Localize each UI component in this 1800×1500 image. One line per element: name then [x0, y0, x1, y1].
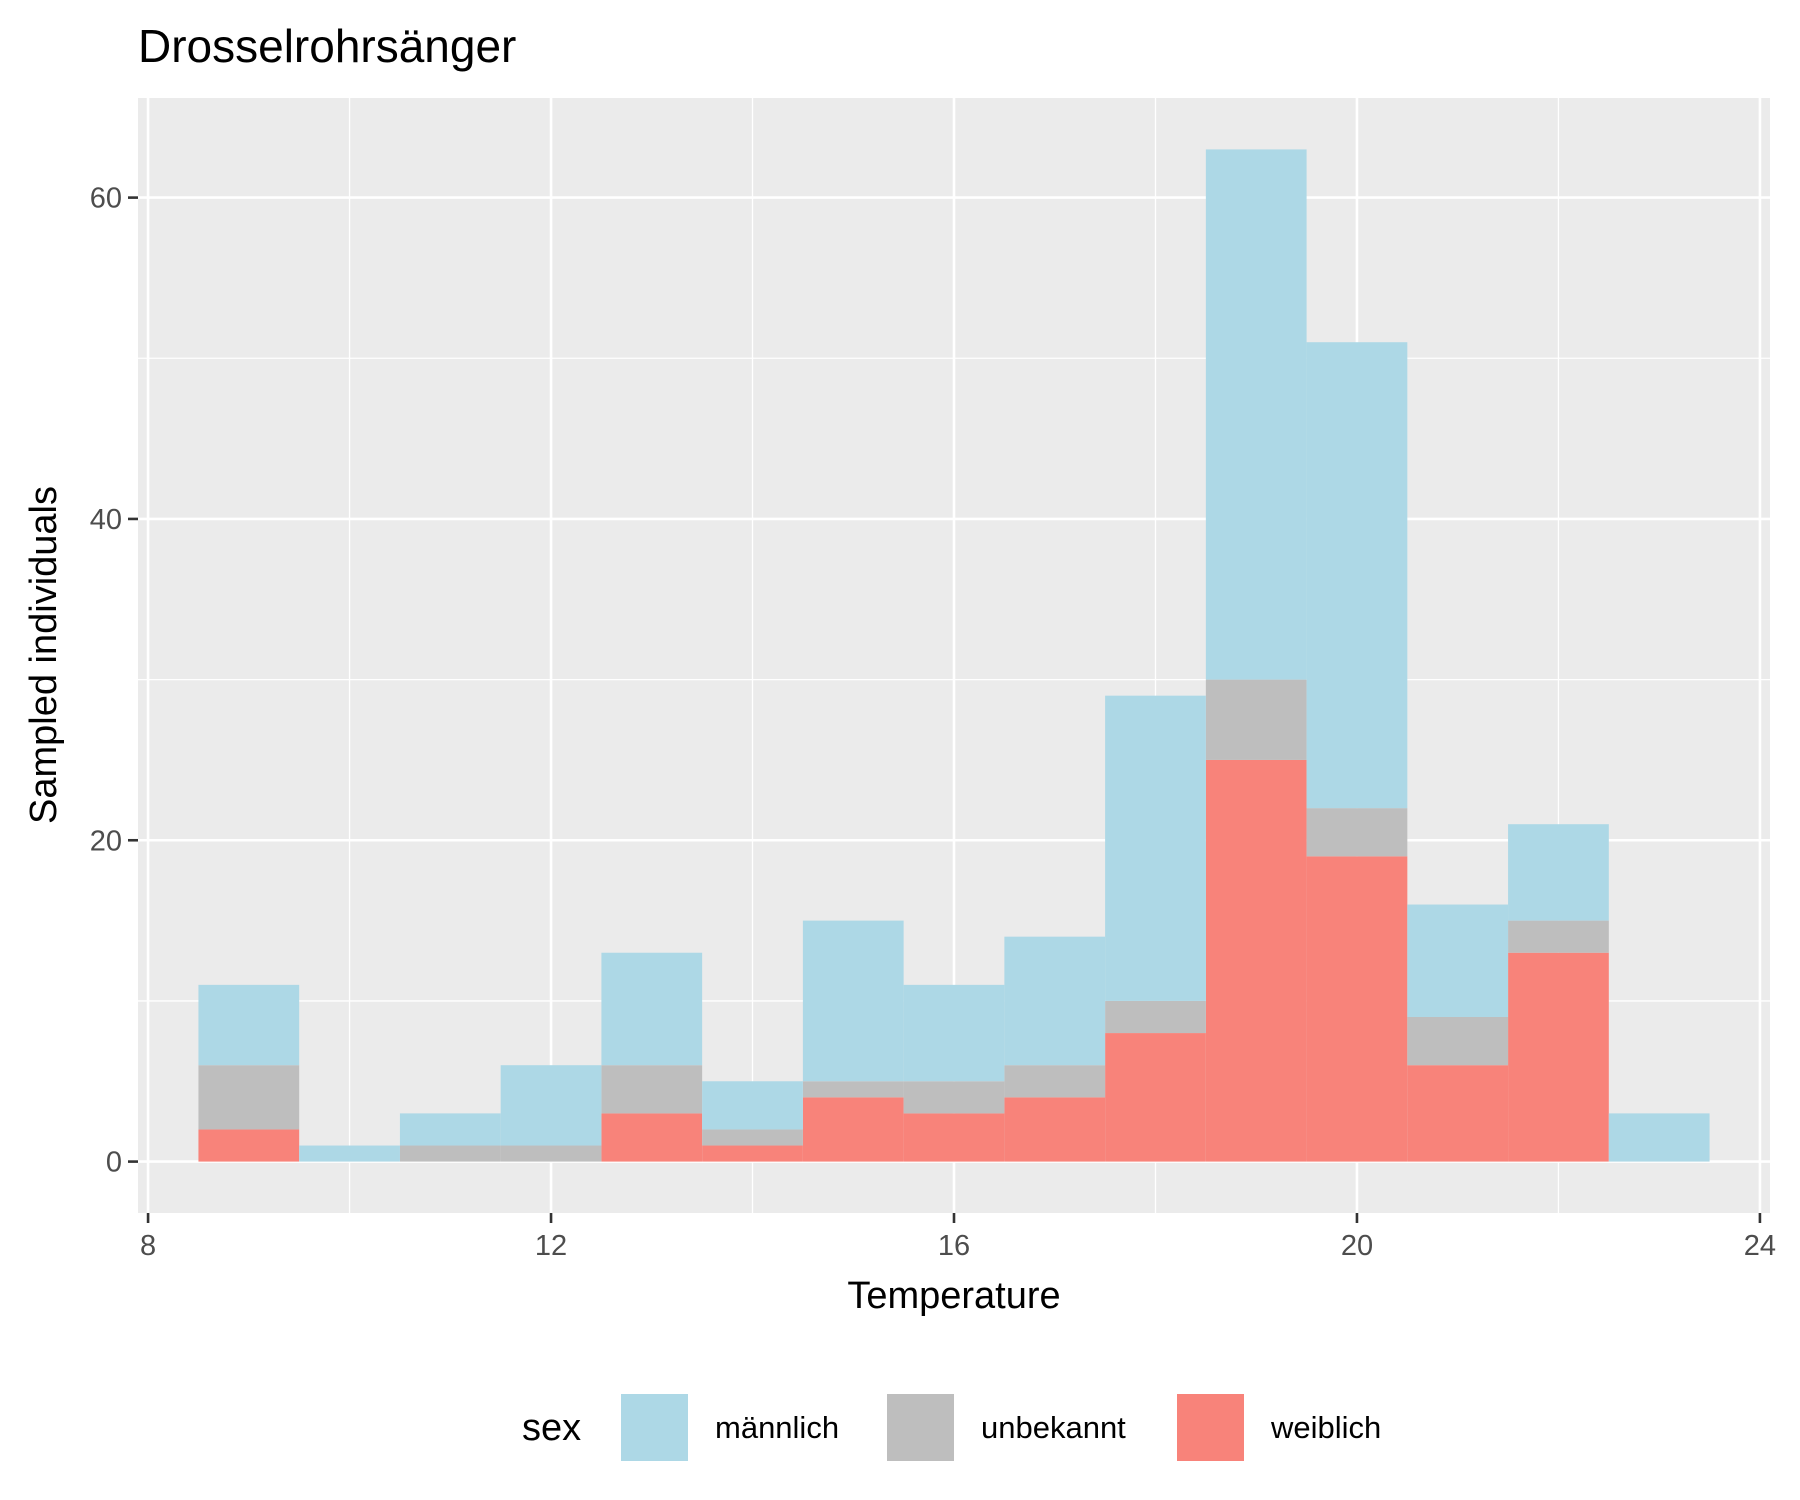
bar-segment: [399, 1113, 501, 1146]
bar-segment: [1407, 904, 1509, 1017]
bar-segment: [702, 1145, 803, 1162]
y-tick-label: 60: [90, 183, 122, 215]
bar-segment: [1105, 1000, 1206, 1034]
chart-title: Drosselrohrsänger: [138, 20, 516, 72]
bar-segment: [601, 952, 703, 1066]
bar-segment: [702, 1081, 803, 1130]
y-tick-label: 0: [106, 1147, 122, 1179]
legend-key-3: [1175, 1392, 1246, 1463]
x-tick-label: 24: [1744, 1230, 1776, 1262]
bar-segment: [1205, 679, 1307, 760]
bar-segment: [1105, 1033, 1206, 1162]
bar-segment: [1306, 856, 1408, 1162]
y-tick-label: 20: [90, 825, 122, 857]
bar-segment: [802, 920, 904, 1082]
bar-segment: [1205, 759, 1307, 1162]
bar-segment: [500, 1145, 602, 1162]
bar-segment: [802, 1097, 904, 1162]
bar-segment: [1004, 1097, 1106, 1162]
x-tick-label: 12: [535, 1230, 567, 1262]
bar-segment: [1608, 1113, 1710, 1162]
legend-key-2: [885, 1392, 956, 1463]
legend: sex männlich unbekannt weiblich: [522, 1392, 1381, 1463]
x-tick-label: 8: [140, 1230, 156, 1262]
bar-segment: [1205, 149, 1307, 680]
y-axis: 0 20 40 60: [90, 183, 138, 1179]
bar-segment: [903, 1113, 1005, 1162]
bar-segment: [198, 1129, 300, 1162]
x-axis: 8 12 16 20 24: [140, 1213, 1776, 1262]
bar-segment: [198, 984, 300, 1066]
x-axis-title: Temperature: [847, 1275, 1060, 1317]
legend-title: sex: [522, 1407, 581, 1449]
bar-segment: [1407, 1016, 1509, 1066]
bar-segment: [198, 1065, 300, 1130]
legend-label-2: unbekannt: [981, 1410, 1126, 1445]
legend-key-1: [619, 1392, 690, 1463]
bar-segment: [802, 1081, 904, 1098]
bar-segment: [1004, 936, 1106, 1066]
bar-segment: [1105, 695, 1206, 1001]
bar-segment: [1306, 808, 1408, 857]
bar-segment: [299, 1145, 400, 1162]
x-tick-label: 20: [1341, 1230, 1373, 1262]
bar-segment: [1004, 1065, 1106, 1098]
legend-label-3: weiblich: [1270, 1410, 1381, 1445]
bar-segment: [399, 1145, 501, 1162]
bar-segment: [1508, 952, 1609, 1162]
bar-segment: [601, 1113, 703, 1162]
bar-segment: [601, 1065, 703, 1114]
y-tick-label: 40: [90, 504, 122, 536]
bar-segment: [903, 1081, 1005, 1114]
bar-segment: [1306, 342, 1408, 809]
bar-segment: [500, 1065, 602, 1146]
x-tick-label: 16: [938, 1230, 970, 1262]
bar-segment: [1508, 824, 1609, 921]
bar-segment: [702, 1129, 803, 1146]
bar-segment: [903, 984, 1005, 1082]
y-axis-title: Sampled individuals: [23, 486, 65, 824]
bar-segment: [1407, 1065, 1509, 1162]
bars: [198, 149, 1710, 1162]
bar-segment: [1508, 920, 1609, 953]
legend-label-1: männlich: [715, 1410, 839, 1445]
